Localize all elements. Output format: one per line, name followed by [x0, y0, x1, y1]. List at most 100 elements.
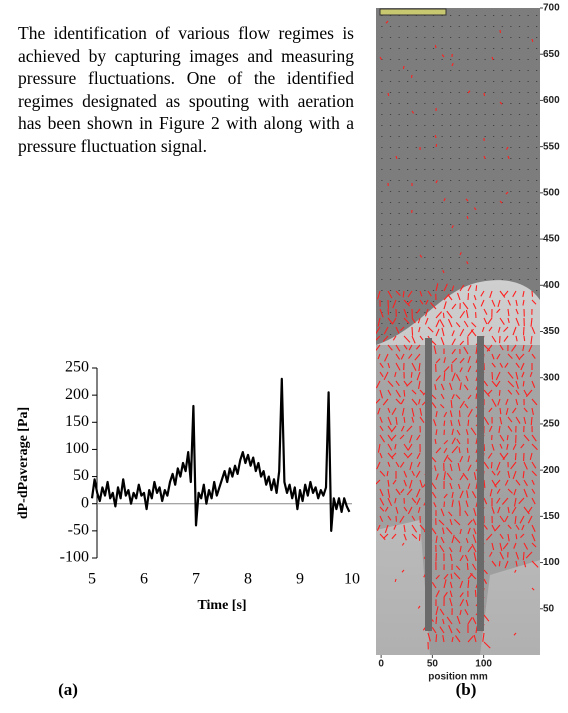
velocity-arrow [514, 569, 517, 573]
velocity-arrow [419, 290, 423, 297]
velocity-arrow [442, 618, 445, 625]
velocity-arrow [499, 416, 503, 425]
velocity-arrow [494, 524, 501, 532]
velocity-arrow [410, 371, 413, 378]
velocity-arrow [529, 371, 533, 377]
velocity-arrow [465, 198, 469, 202]
velocity-arrow [455, 394, 461, 400]
velocity-arrow [459, 474, 464, 481]
velocity-arrow [472, 617, 477, 625]
y-tick-label: 150 [65, 413, 89, 430]
velocity-arrow [456, 438, 461, 445]
velocity-arrow [416, 434, 421, 441]
velocity-arrow [441, 327, 445, 337]
velocity-arrow [527, 515, 533, 524]
velocity-arrow [483, 344, 491, 352]
velocity-arrow [491, 353, 495, 360]
velocity-arrow [491, 371, 494, 380]
velocity-arrow [447, 457, 453, 463]
velocity-arrow [403, 533, 407, 541]
velocity-arrow [418, 533, 421, 541]
velocity-arrow [505, 146, 509, 150]
velocity-arrow [471, 322, 477, 328]
paragraph: The identification of various flow regim… [18, 23, 354, 156]
velocity-arrow [499, 200, 503, 204]
velocity-arrow [466, 562, 469, 571]
velocity-arrow [394, 443, 397, 450]
velocity-arrow [463, 384, 469, 391]
velocity-arrow [434, 44, 437, 49]
velocity-arrow [531, 461, 537, 469]
velocity-arrow [406, 488, 413, 496]
velocity-arrow [424, 317, 429, 325]
velocity-arrow [511, 344, 517, 352]
velocity-arrow [523, 434, 530, 442]
velocity-arrow [451, 445, 459, 454]
velocity-arrow [403, 524, 406, 533]
velocity-arrow [531, 533, 536, 542]
velocity-arrow [498, 560, 501, 567]
velocity-arrow [411, 497, 417, 504]
velocity-arrow [467, 394, 472, 400]
velocity-arrow [531, 497, 536, 505]
velocity-arrow [439, 544, 445, 553]
panel-label: (b) [456, 680, 477, 699]
velocity-arrow [499, 533, 504, 540]
velocity-arrow [425, 299, 429, 305]
velocity-arrow [443, 366, 450, 373]
velocity-arrow [442, 312, 445, 319]
velocity-arrow [465, 599, 469, 607]
velocity-arrow [483, 524, 488, 530]
velocity-arrow [376, 461, 381, 470]
x-tick-label: 9 [296, 571, 304, 588]
velocity-arrow [504, 362, 509, 368]
velocity-arrow [403, 443, 409, 451]
velocity-arrow [382, 335, 389, 342]
velocity-arrow [414, 353, 421, 361]
velocity-arrow [419, 479, 424, 488]
velocity-arrow [467, 464, 472, 472]
velocity-arrow [480, 290, 485, 297]
velocity-arrow [467, 284, 472, 292]
velocity-arrow [515, 335, 518, 342]
velocity-arrow [507, 155, 510, 159]
velocity-arrow [502, 452, 509, 461]
velocity-arrow [417, 506, 421, 513]
velocity-arrow [515, 560, 518, 567]
velocity-arrow [443, 198, 446, 202]
velocity-arrow [387, 362, 391, 369]
velocity-arrow [438, 519, 445, 526]
velocity-arrow [408, 353, 413, 359]
velocity-arrow [483, 92, 486, 97]
x-tick-label: 6 [140, 571, 148, 588]
velocity-arrow [507, 308, 510, 317]
velocity-arrow [455, 374, 461, 382]
velocity-arrow [472, 302, 477, 310]
velocity-arrow [458, 410, 461, 418]
velocity-arrow [457, 483, 461, 490]
velocity-arrow [400, 425, 405, 432]
velocity-arrow [512, 290, 517, 298]
velocity-arrow [507, 488, 513, 494]
velocity-arrow [459, 252, 462, 256]
velocity-arrow [411, 335, 416, 344]
velocity-arrow [496, 497, 501, 504]
velocity-arrow [451, 428, 454, 436]
velocity-arrow [499, 362, 504, 368]
velocity-arrow [462, 301, 469, 310]
velocity-arrow [499, 434, 505, 442]
velocity-arrow [459, 528, 462, 535]
velocity-arrow [433, 419, 437, 427]
velocity-arrow [512, 326, 517, 336]
velocity-arrow [505, 407, 509, 415]
velocity-arrow [496, 488, 501, 494]
velocity-arrow [419, 524, 425, 531]
velocity-arrow [459, 400, 465, 409]
velocity-arrow [459, 310, 466, 319]
velocity-arrow [395, 326, 400, 334]
velocity-arrow [379, 416, 383, 423]
velocity-arrow [440, 403, 445, 409]
velocity-arrow [392, 479, 397, 485]
velocity-arrow [384, 506, 389, 512]
velocity-arrow [434, 438, 437, 445]
